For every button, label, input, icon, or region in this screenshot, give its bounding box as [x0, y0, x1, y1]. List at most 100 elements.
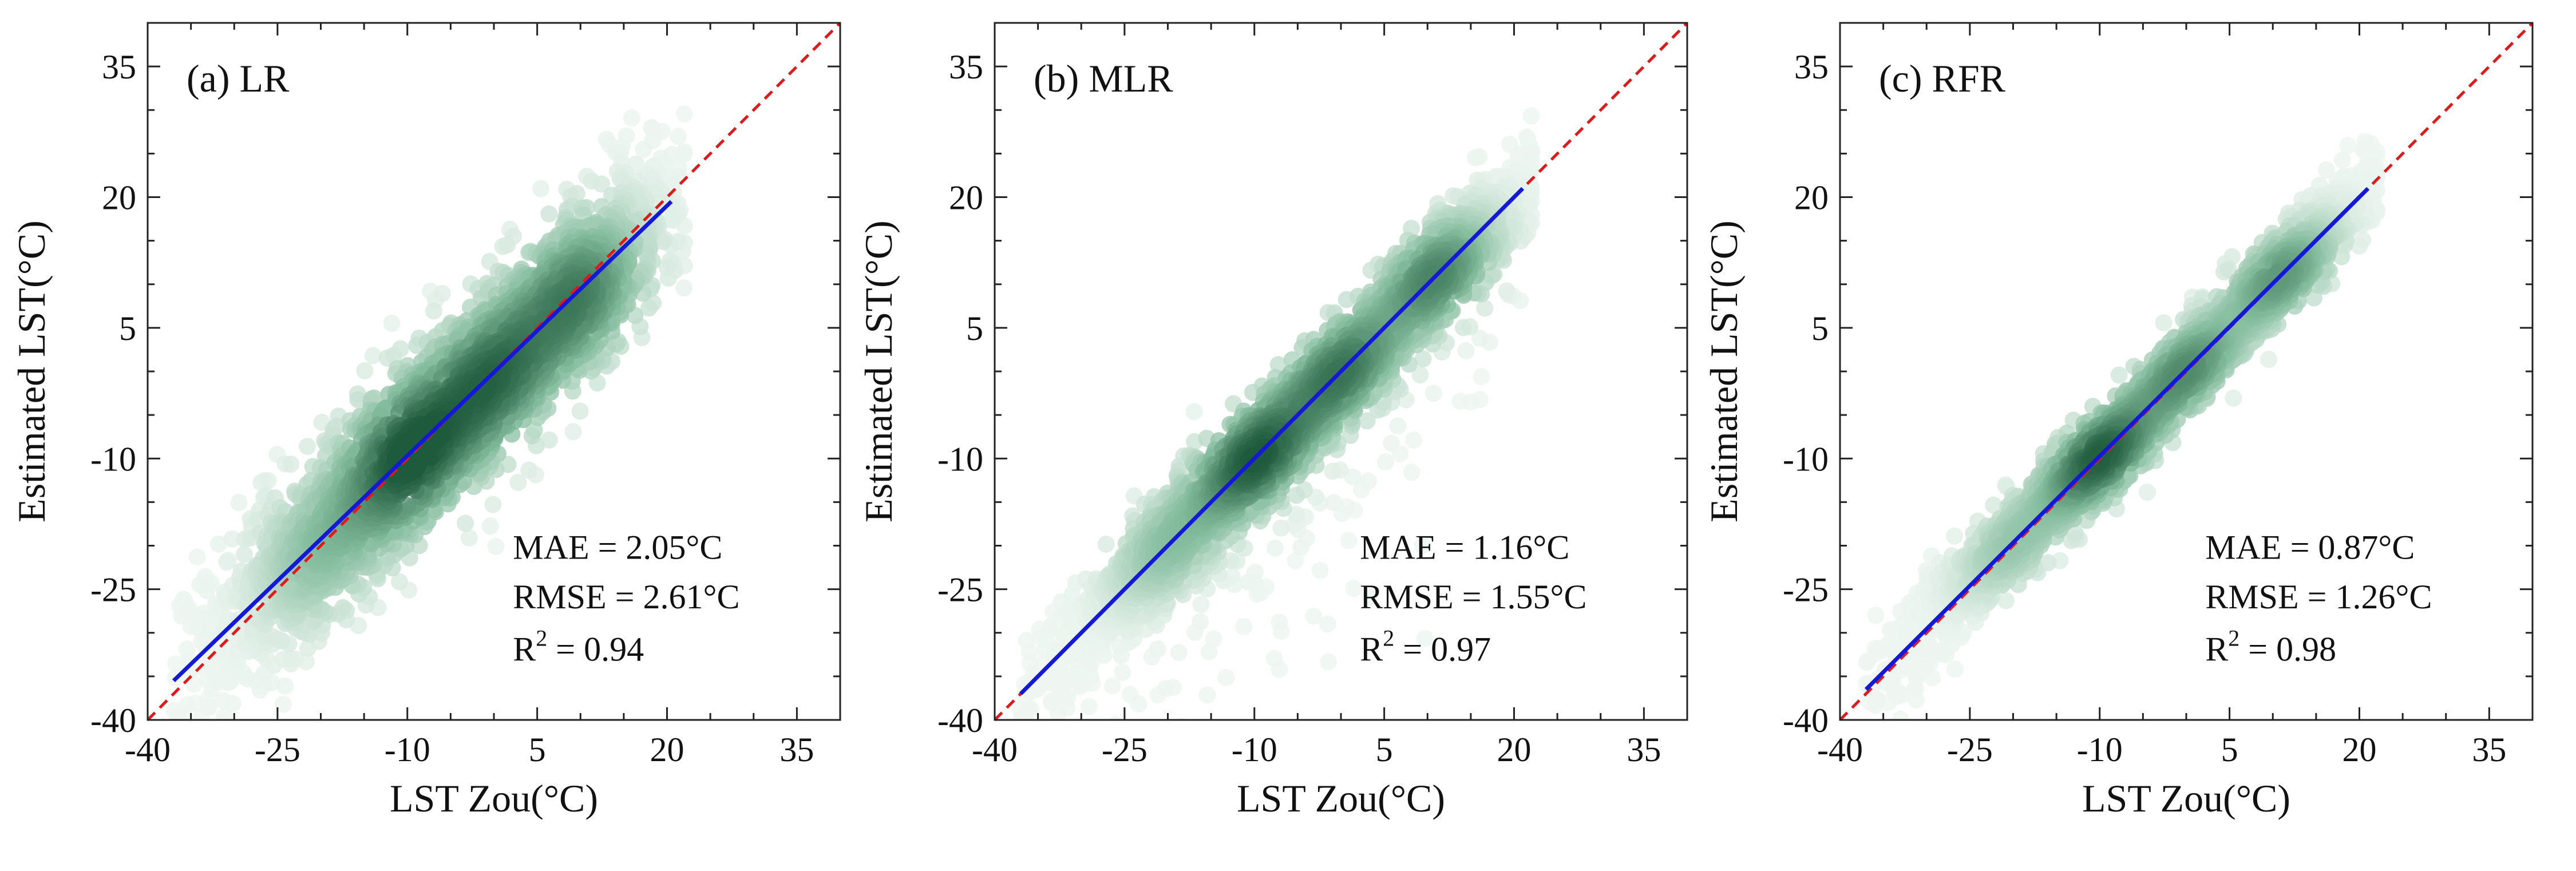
- scatter-point: [1305, 607, 1323, 625]
- scatter-point: [1467, 149, 1485, 167]
- x-tick-label: -40: [125, 731, 171, 769]
- scatter-point: [1383, 434, 1400, 452]
- scatter-point: [1266, 539, 1284, 557]
- scatter-point: [1097, 535, 1115, 553]
- scatter-point: [593, 175, 611, 193]
- scatter-point: [1403, 464, 1420, 481]
- scatter-point: [509, 474, 527, 491]
- scatter-point: [675, 145, 693, 163]
- scatter-point: [484, 496, 502, 513]
- scatter-point: [282, 456, 300, 473]
- scatter-point: [259, 472, 277, 489]
- scatter-point: [385, 346, 402, 364]
- y-tick-label: 35: [102, 48, 136, 86]
- scatter-point: [299, 438, 316, 455]
- scatter-point: [1476, 299, 1494, 317]
- scatter-point: [1345, 580, 1363, 597]
- scatter-point: [540, 431, 558, 449]
- scatter-point: [675, 105, 693, 123]
- x-tick-label: 5: [529, 731, 546, 769]
- scatter-point: [1311, 561, 1329, 579]
- scatter-point: [1455, 319, 1472, 336]
- scatter-point: [650, 192, 667, 210]
- scatter-point: [643, 120, 660, 137]
- scatter-point: [1509, 145, 1527, 163]
- scatter-point: [274, 695, 292, 713]
- scatter-point: [487, 537, 505, 555]
- scatter-point: [181, 750, 198, 767]
- scatter-point: [1405, 431, 1423, 449]
- scatter-point: [196, 735, 213, 752]
- x-tick-label: -25: [255, 731, 300, 769]
- scatter-point: [1287, 552, 1304, 569]
- scatter-point: [167, 655, 185, 673]
- scatter-point: [1042, 618, 1059, 636]
- panel-title: (a) LR: [187, 57, 290, 100]
- scatter-point: [540, 205, 558, 223]
- scatter-point: [564, 423, 582, 441]
- y-tick-label: -40: [90, 702, 136, 739]
- scatter-point: [183, 735, 200, 753]
- scatter-point: [1457, 342, 1475, 359]
- one-to-one-line: [148, 23, 840, 720]
- scatter-point: [1324, 462, 1342, 480]
- scatter-point: [192, 747, 209, 765]
- scatter-point: [1498, 282, 1515, 300]
- scatter-point: [481, 517, 499, 535]
- scatter-point: [1451, 393, 1469, 410]
- scatter-point: [1424, 385, 1442, 402]
- scatter-point: [1103, 677, 1121, 695]
- mae-label: MAE = 2.05°C: [513, 528, 722, 566]
- scatter-point: [1522, 107, 1540, 125]
- scatter-point: [1040, 720, 1057, 738]
- scatter-point: [383, 314, 401, 332]
- scatter-point: [1411, 366, 1429, 384]
- scatter-point: [1170, 644, 1188, 662]
- scatter-point: [1247, 564, 1264, 581]
- x-axis-label: LST Zou(°C): [390, 777, 598, 820]
- scatter-point: [623, 109, 640, 127]
- scatter-point: [1077, 762, 1094, 779]
- scatter-point: [188, 548, 206, 566]
- scatter-point: [173, 722, 191, 739]
- scatter-point: [1049, 791, 1066, 809]
- scatter-point: [1038, 786, 1055, 803]
- scatter-point: [457, 514, 474, 532]
- scatter-point: [1185, 403, 1203, 421]
- rmse-label: RMSE = 2.61°C: [513, 578, 739, 616]
- scatter-point: [571, 402, 589, 420]
- scatter-point: [1149, 640, 1166, 658]
- x-tick-label: -10: [385, 731, 430, 769]
- scatter-point: [1081, 698, 1098, 715]
- scatter-point: [1340, 532, 1358, 549]
- scatter-point: [200, 723, 217, 740]
- scatter-point: [1471, 330, 1489, 347]
- scatter-point: [169, 762, 187, 779]
- y-tick-label: -10: [90, 440, 136, 478]
- scatter-point: [1319, 615, 1336, 633]
- y-tick-label: 5: [119, 310, 136, 347]
- y-tick-label: 20: [102, 179, 136, 217]
- x-tick-label: 20: [650, 731, 684, 769]
- scatter-point: [1023, 731, 1040, 749]
- scatter-point: [520, 461, 538, 479]
- scatter-point: [1269, 356, 1287, 374]
- scatter-point: [1360, 472, 1378, 490]
- scatter-point: [425, 302, 442, 320]
- scatter-point: [498, 236, 516, 254]
- scatter-point: [219, 552, 237, 569]
- scatter-points: [1012, 107, 1540, 809]
- scatter-point: [654, 233, 672, 250]
- scatter-point: [532, 180, 550, 197]
- scatter-point: [469, 383, 487, 401]
- scatter-point: [1325, 494, 1343, 512]
- scatter-point: [1235, 617, 1252, 635]
- scatter-point: [1361, 588, 1379, 606]
- scatter-point: [1024, 718, 1034, 720]
- scatter-point: [1377, 453, 1394, 471]
- scatter-point: [1192, 596, 1210, 613]
- scatter-point: [223, 530, 241, 548]
- scatter-point: [1344, 468, 1362, 486]
